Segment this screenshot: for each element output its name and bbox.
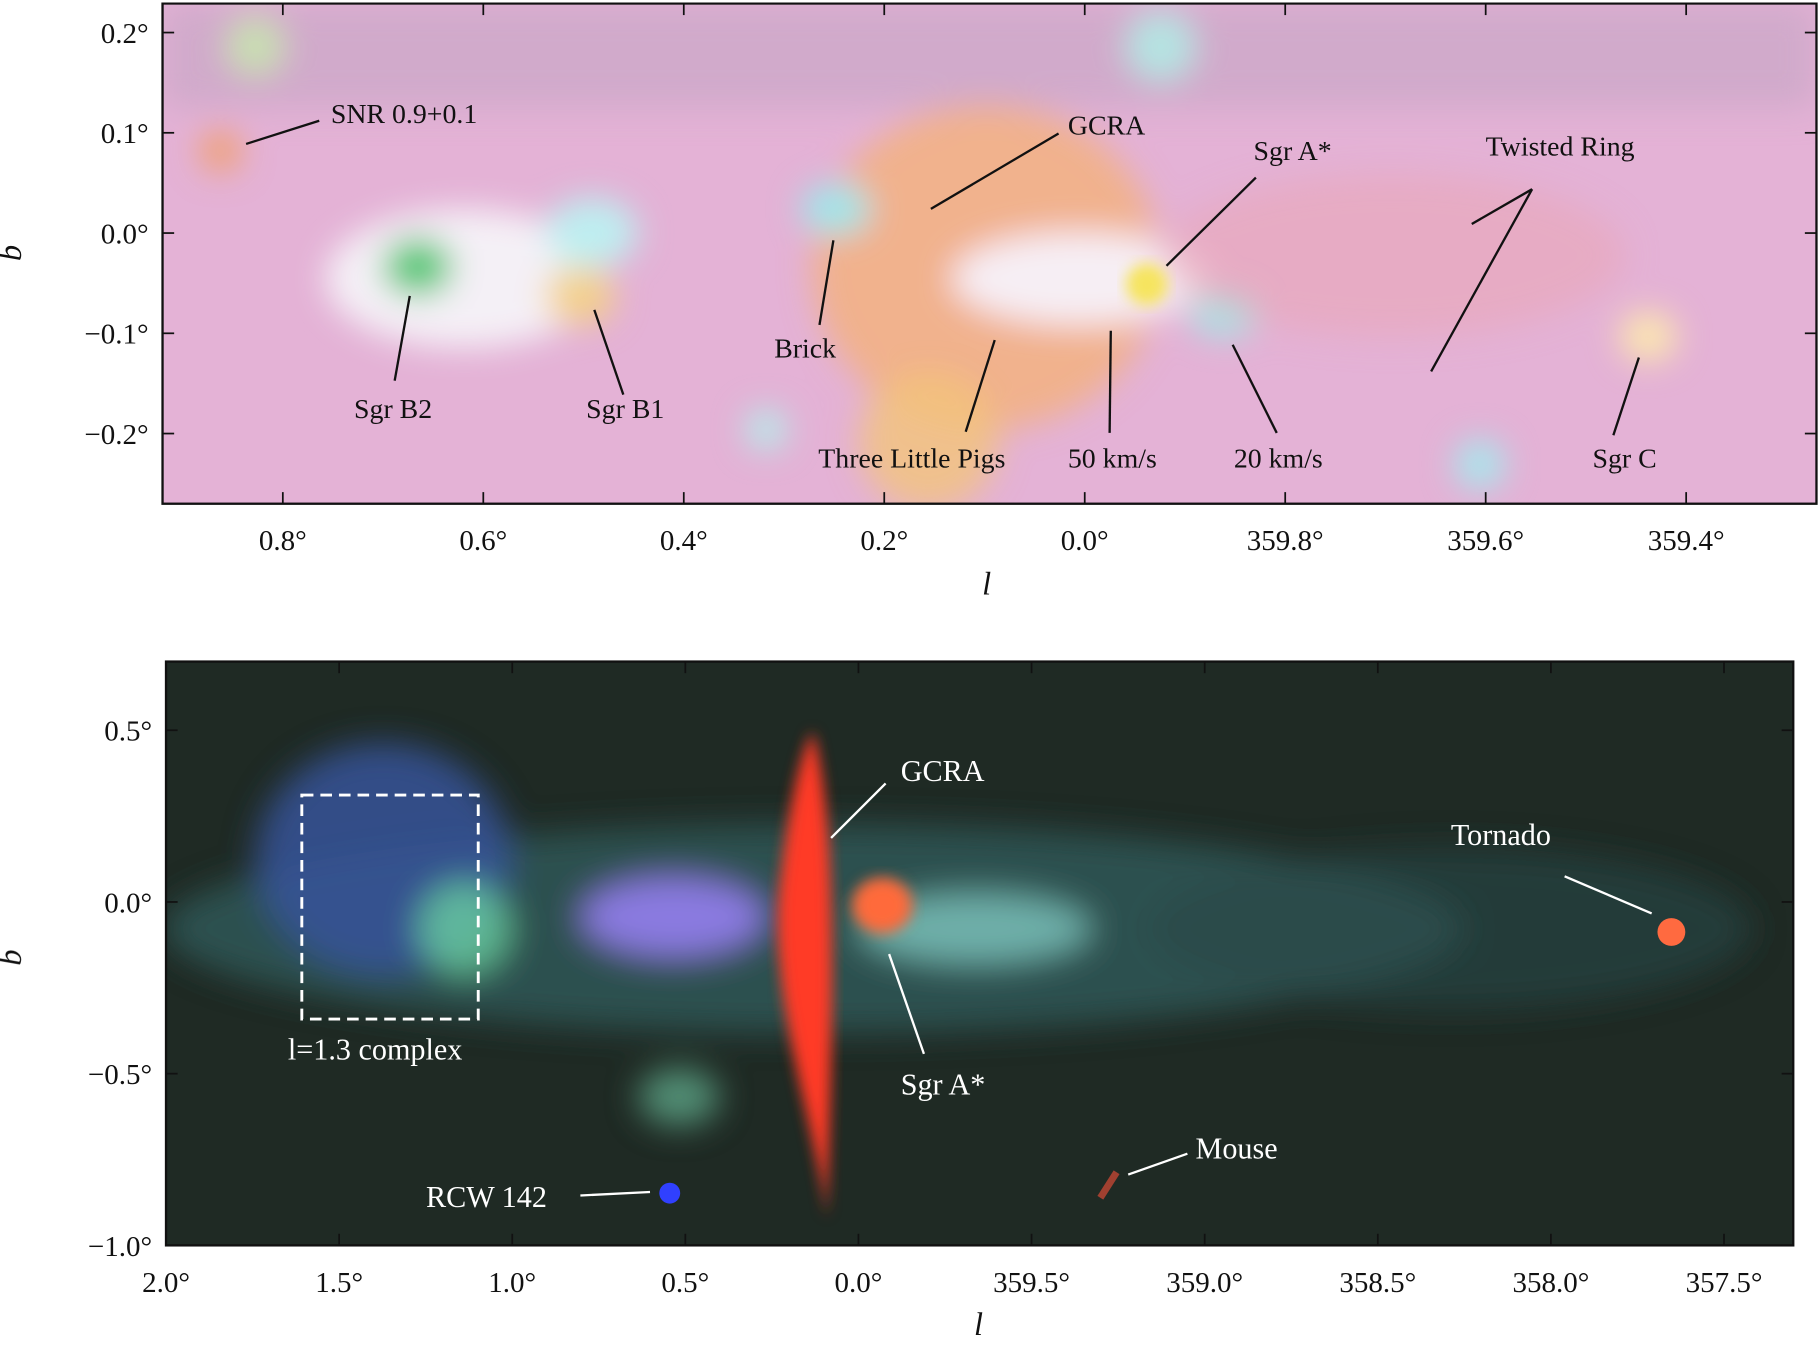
annotation-pointer [593, 309, 625, 395]
x-tick-label: 0.8° [259, 525, 307, 557]
annotation: 50 km/s [1068, 444, 1157, 475]
top-image [162, 3, 1817, 504]
y-tick-label: −0.1° [84, 319, 148, 351]
x-tick-label: 0.6° [459, 525, 507, 557]
x-tick-label: 0.4° [660, 525, 708, 557]
y-tick-label: 0.2° [101, 18, 149, 50]
annotation-pointer [580, 1190, 651, 1197]
annotation: RCW 142 [426, 1180, 547, 1214]
y-tick-label: 0.0° [104, 887, 152, 919]
x-tick-label: 357.5° [1686, 1267, 1763, 1299]
y-tick-label: 0.5° [104, 716, 152, 748]
axes-frame [164, 660, 1795, 1247]
annotation: Three Little Pigs [818, 444, 1005, 475]
y-tick-label: −1.0° [88, 1231, 152, 1263]
bottom-image [166, 661, 1794, 1246]
annotation: Sgr C [1592, 444, 1656, 475]
x-tick-label: 1.0° [488, 1267, 536, 1299]
y-tick-label: −0.2° [84, 419, 148, 451]
annotation: Tornado [1451, 818, 1551, 852]
x-axis-label: l [982, 566, 991, 602]
annotation: Brick [774, 333, 836, 364]
x-tick-label: 359.4° [1648, 525, 1725, 557]
annotation: GCRA [901, 754, 985, 788]
x-tick-label: 359.5° [993, 1267, 1070, 1299]
annotation-pointer [830, 782, 887, 839]
annotation: 20 km/s [1234, 444, 1323, 475]
annotation-pointer [1430, 188, 1534, 372]
y-tick-label: −0.5° [88, 1059, 152, 1091]
x-tick-label: 0.5° [661, 1267, 709, 1299]
x-tick-label: 358.5° [1339, 1267, 1416, 1299]
annotation-pointer [1127, 1152, 1188, 1176]
annotation: Mouse [1196, 1131, 1278, 1165]
axes-frame [161, 2, 1818, 505]
x-tick-label: 359.0° [1166, 1267, 1243, 1299]
annotation: SNR 0.9+0.1 [331, 99, 477, 130]
annotation-pointer [930, 132, 1060, 210]
x-tick-label: 0.2° [860, 525, 908, 557]
annotation-pointer [1231, 344, 1278, 434]
y-axis-label: b [0, 245, 29, 261]
x-tick-label: 2.0° [142, 1267, 190, 1299]
y-tick-label: 0.1° [101, 118, 149, 150]
annotation: Twisted Ring [1486, 132, 1635, 163]
x-tick-label: 0.0° [1061, 525, 1109, 557]
annotation-pointer [1564, 875, 1653, 915]
annotation-pointer [1612, 357, 1640, 436]
annotation: Sgr A* [901, 1067, 986, 1101]
annotation: GCRA [1068, 111, 1145, 142]
x-tick-label: 358.0° [1512, 1267, 1589, 1299]
y-axis-label: b [0, 949, 29, 965]
annotation-pointer [964, 339, 996, 433]
annotation: Sgr B2 [354, 394, 432, 425]
annotation: l=1.3 complex [288, 1033, 462, 1067]
annotation-pointer [818, 240, 835, 326]
annotation-pointer [245, 119, 320, 146]
annotation: Sgr B1 [586, 394, 664, 425]
annotation-pointer [888, 953, 926, 1055]
x-tick-label: 1.5° [315, 1267, 363, 1299]
x-tick-label: 359.8° [1247, 525, 1324, 557]
annotation-pointer [1165, 176, 1257, 267]
x-tick-label: 0.0° [835, 1267, 883, 1299]
x-axis-label: l [974, 1307, 983, 1343]
annotation: Sgr A* [1254, 136, 1332, 167]
annotation-pointer [1471, 188, 1533, 226]
x-tick-label: 359.6° [1447, 525, 1524, 557]
annotation-pointer [1108, 330, 1112, 433]
y-tick-label: 0.0° [101, 218, 149, 250]
annotation-pointer [393, 295, 411, 381]
